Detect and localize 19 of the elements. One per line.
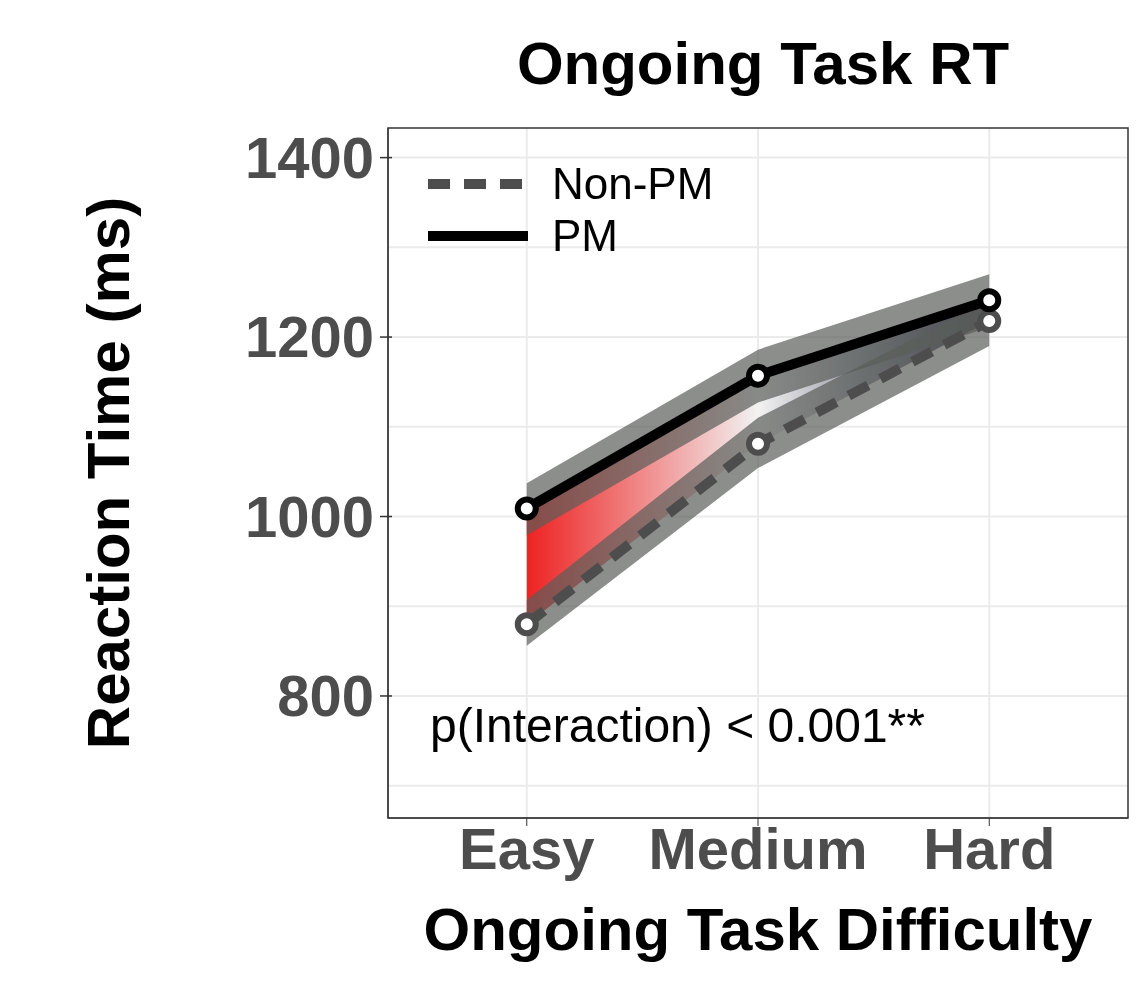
y-tick-label: 1200 bbox=[244, 304, 374, 370]
legend-label: Non-PM bbox=[552, 159, 714, 209]
annotation: p(Interaction) < 0.001** bbox=[430, 698, 925, 753]
x-axis-title: Ongoing Task Difficulty bbox=[423, 896, 1094, 963]
point bbox=[977, 308, 1002, 333]
point bbox=[514, 612, 539, 637]
chart-title: Ongoing Task RT bbox=[515, 28, 1011, 99]
point bbox=[977, 288, 1002, 313]
point bbox=[746, 431, 770, 456]
y-axis-title: Reaction Time (ms) bbox=[75, 196, 143, 750]
x-tick-label: Easy bbox=[459, 816, 595, 882]
x-tick-label: Hard bbox=[923, 816, 1056, 882]
y-tick-label: 1400 bbox=[244, 124, 374, 190]
point bbox=[514, 496, 539, 521]
y-tick-label: 1000 bbox=[244, 483, 374, 549]
legend-label: PM bbox=[552, 211, 618, 261]
y-tick-label: 800 bbox=[277, 663, 374, 729]
x-tick-label: Medium bbox=[648, 816, 868, 882]
point bbox=[746, 363, 770, 388]
